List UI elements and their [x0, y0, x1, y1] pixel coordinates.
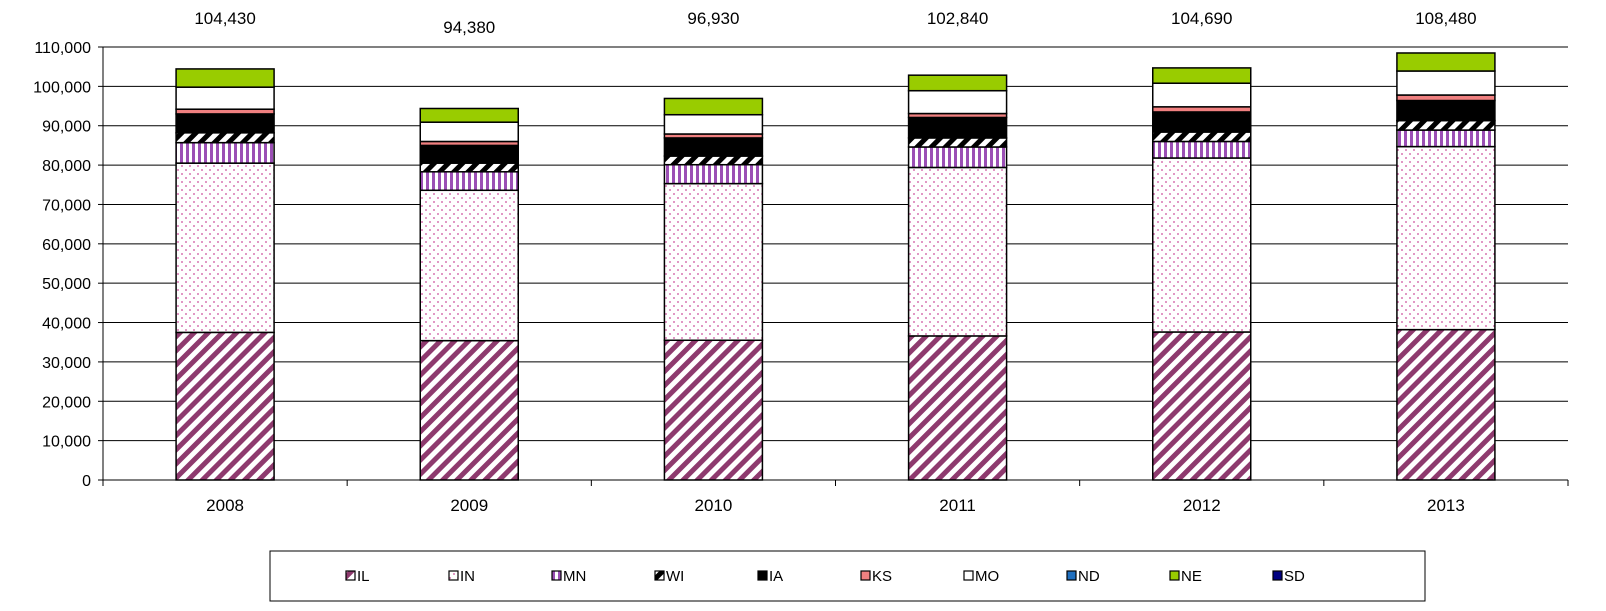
bar-segment-il [663, 339, 764, 481]
y-tick-label: 40,000 [42, 316, 91, 333]
legend-swatch-mo [963, 570, 974, 581]
total-label: 96,930 [687, 9, 739, 28]
bars [175, 52, 1496, 481]
legend-label: ND [1078, 568, 1100, 585]
legend-swatch-in [448, 570, 459, 581]
bar-segment-il [1152, 331, 1252, 481]
y-tick-label: 20,000 [42, 394, 91, 411]
legend-label: MO [975, 568, 999, 585]
legend-box [269, 550, 1426, 602]
bar-segment-in [175, 162, 275, 334]
total-label: 104,690 [1171, 9, 1232, 28]
bar-segment-ne [175, 68, 275, 88]
bar-segment-wi [1152, 131, 1252, 143]
y-tick-label: 90,000 [42, 119, 91, 136]
legend-swatch-ne [1169, 570, 1180, 581]
bar-segment-mn [907, 146, 1008, 169]
bar-segment-ne [663, 97, 764, 116]
bar-segment-ne [907, 74, 1008, 92]
x-tick-label: 2013 [1427, 496, 1465, 515]
bar-segment-mo [907, 89, 1008, 115]
bar-segment-mo [175, 86, 275, 110]
x-tick-label: 2009 [450, 496, 488, 515]
bar-segment-mn [663, 163, 764, 185]
bar-segment-wi [175, 132, 275, 144]
bar-segment-mn [175, 141, 275, 164]
x-tick-label: 2008 [206, 496, 244, 515]
y-tick-label: 10,000 [42, 434, 91, 451]
y-tick-label: 80,000 [42, 158, 91, 175]
bar-segment-ia [1152, 111, 1252, 133]
bar-segment-mo [419, 121, 519, 143]
legend-swatch-nd [1066, 570, 1077, 581]
bar-segment-ks [1152, 106, 1252, 113]
y-tick-label: 60,000 [42, 237, 91, 254]
bar-segment-mn [1396, 129, 1496, 148]
total-label: 94,380 [443, 18, 495, 37]
y-tick-label: 70,000 [42, 197, 91, 214]
x-tick-label: 2011 [939, 496, 976, 515]
bar-segment-in [1152, 157, 1252, 333]
legend-label: WI [666, 568, 684, 585]
x-tick-label: 2010 [695, 496, 733, 515]
bar-segment-in [663, 182, 764, 342]
bar-segment-ia [175, 113, 275, 134]
bar-segment-ia [419, 144, 519, 164]
bar-segment-ia [663, 137, 764, 157]
bar-segment-mn [419, 171, 519, 192]
legend-swatch-il [345, 570, 356, 581]
bar-segment-mo [1152, 82, 1252, 108]
legend-label: SD [1284, 568, 1305, 585]
bar-segment-ia [1396, 99, 1496, 122]
bar-segment-il [907, 335, 1008, 481]
axes: 0 10,000 20,000 30,000 40,000 50,000 60,000 70,… [33, 40, 1569, 490]
bar-segment-mo [1396, 70, 1496, 96]
x-tick-label: 2012 [1183, 496, 1221, 515]
legend: IL IN MN WI IA KS MO ND NE SD [269, 550, 1426, 602]
y-tick-label: 30,000 [42, 355, 91, 372]
bar-segment-wi [663, 155, 764, 166]
bar-segment-wi [419, 162, 519, 173]
bar-segment-in [907, 166, 1008, 337]
bar-segment-mo [663, 113, 764, 135]
y-tick-label: 50,000 [42, 276, 91, 293]
bar-segment-wi [907, 137, 1008, 148]
bar-segment-ks [1396, 94, 1496, 102]
bar-segment-in [419, 189, 519, 342]
bar-segment-ne [419, 107, 519, 123]
bar-segment-mn [1152, 140, 1252, 159]
legend-label: MN [563, 568, 586, 585]
legend-swatch-sd [1272, 570, 1283, 581]
legend-label: NE [1181, 568, 1202, 585]
bar-segment-ia [907, 116, 1008, 139]
legend-label: IN [460, 568, 475, 585]
legend-swatch-ks [860, 570, 871, 581]
y-tick-label: 110,000 [34, 40, 91, 57]
bar-segment-ne [1152, 67, 1252, 84]
gridlines [103, 46, 1568, 442]
bar-segment-il [419, 339, 519, 481]
bar-segment-wi [1396, 119, 1496, 131]
total-label: 104,430 [194, 9, 255, 28]
legend-swatch-wi [654, 570, 665, 581]
y-tick-label: 100,000 [33, 79, 91, 96]
bar-segment-in [1396, 145, 1496, 331]
legend-swatch-ia [757, 570, 768, 581]
total-label: 102,840 [927, 9, 988, 28]
bar-segment-il [1396, 328, 1496, 481]
total-label: 108,480 [1415, 9, 1476, 28]
bar-segment-ne [1396, 52, 1496, 72]
y-tick-label: 0 [82, 473, 91, 490]
data-labels: 2008 104,430 2009 94,380 2010 96,930 2011 102,8… [194, 9, 1476, 515]
bar-segment-il [175, 331, 275, 481]
legend-label: IA [769, 568, 783, 585]
legend-swatch-mn [551, 570, 562, 581]
legend-label: KS [872, 568, 892, 585]
legend-label: IL [357, 568, 370, 585]
